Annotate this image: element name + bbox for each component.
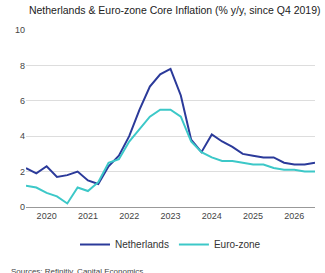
svg-text:2022: 2022 [119,211,139,221]
svg-text:6: 6 [20,96,25,106]
svg-text:2023: 2023 [160,211,180,221]
svg-text:2021: 2021 [78,211,98,221]
svg-text:2026: 2026 [284,211,304,221]
svg-text:Sources: Refinitiv, Capital Ec: Sources: Refinitiv, Capital Economics [11,267,143,273]
svg-text:2020: 2020 [37,211,57,221]
svg-text:Netherlands: Netherlands [115,239,169,250]
svg-text:2: 2 [20,167,25,177]
svg-text:10: 10 [15,25,25,35]
svg-text:Euro-zone: Euro-zone [214,239,261,250]
svg-text:2024: 2024 [202,211,222,221]
svg-text:4: 4 [20,131,25,141]
svg-text:2025: 2025 [243,211,263,221]
svg-text:Netherlands & Euro-zone Core I: Netherlands & Euro-zone Core Inflation (… [29,4,321,16]
svg-text:0: 0 [20,202,25,212]
svg-text:8: 8 [20,61,25,71]
